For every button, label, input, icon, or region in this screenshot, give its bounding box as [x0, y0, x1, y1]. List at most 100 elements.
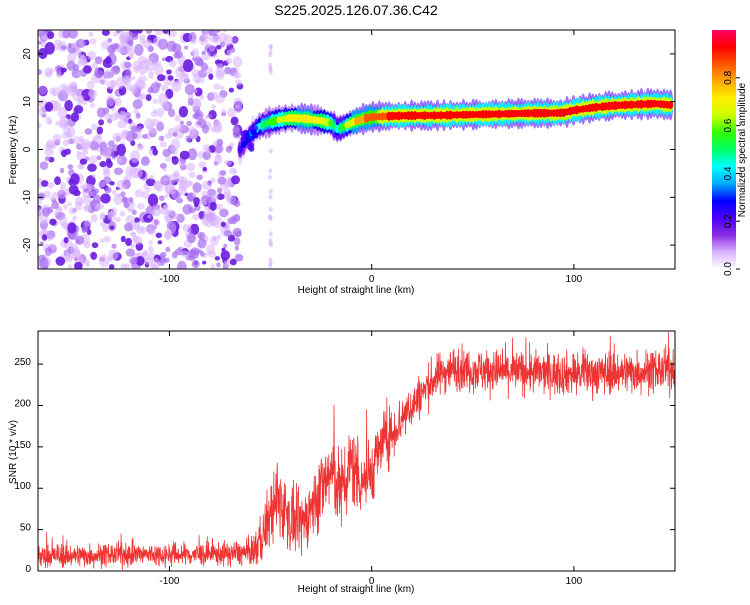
noise-blob: [67, 52, 76, 63]
noise-blob: [220, 221, 226, 227]
noise-blob: [79, 158, 88, 165]
noise-blob: [215, 153, 222, 160]
noise-blob: [113, 167, 124, 175]
noise-blob: [166, 40, 177, 52]
noise-blob: [51, 200, 59, 210]
noise-blob: [83, 65, 92, 74]
colorbar-tick-label: 0.6: [723, 118, 734, 132]
noise-blob: [210, 177, 216, 184]
noise-blob: [145, 62, 156, 72]
noise-blob: [98, 119, 105, 126]
noise-blob: [215, 203, 223, 211]
noise-blob: [141, 133, 148, 140]
noise-blob: [216, 234, 222, 240]
noise-blob: [99, 238, 105, 244]
noise-blob: [134, 189, 144, 198]
noise-blob: [89, 38, 97, 45]
noise-blob: [147, 45, 154, 52]
ridge-cell: [250, 129, 257, 136]
noise-blob: [164, 193, 169, 198]
noise-blob: [198, 118, 207, 129]
noise-blob: [143, 249, 148, 256]
noise-blob: [150, 82, 160, 94]
noise-blob: [147, 214, 152, 219]
noise-blob: [147, 124, 154, 133]
noise-blob: [188, 171, 196, 178]
noise-blob: [184, 83, 195, 95]
noise-blob: [130, 243, 135, 249]
noise-blob: [120, 196, 129, 204]
noise-blob: [194, 203, 199, 208]
noise-blob: [147, 225, 156, 236]
noise-blob: [122, 76, 132, 85]
noise-blob: [235, 79, 242, 86]
noise-blob: [161, 57, 166, 62]
noise-blob: [83, 149, 89, 155]
noise-blob: [146, 187, 152, 192]
noise-blob: [103, 168, 111, 179]
noise-blob: [77, 163, 83, 170]
noise-blob: [268, 168, 273, 174]
noise-blob: [137, 30, 143, 34]
noise-blob: [158, 195, 165, 202]
noise-blob: [233, 213, 241, 222]
noise-blob: [90, 213, 98, 223]
colorbar-label: Normalized spectral amplitude: [737, 82, 748, 217]
noise-blob: [204, 114, 210, 120]
noise-blob: [219, 169, 227, 176]
noise-blob: [210, 264, 216, 269]
noise-blob: [53, 210, 60, 216]
noise-blob: [187, 232, 197, 244]
noise-blob: [170, 138, 181, 150]
noise-blob: [210, 91, 219, 99]
noise-blob: [91, 62, 98, 70]
noise-blob: [98, 204, 105, 210]
noise-blob: [66, 60, 76, 71]
noise-blob: [84, 203, 92, 211]
noise-blob: [46, 70, 53, 77]
noise-blob: [268, 189, 273, 195]
noise-blob: [42, 207, 51, 217]
noise-blob: [222, 30, 228, 33]
noise-blob: [99, 160, 107, 168]
noise-blob: [64, 99, 73, 112]
noise-blob: [133, 217, 141, 224]
noise-blob: [77, 54, 84, 60]
spectrogram-ytick-label: -10: [22, 190, 33, 205]
noise-blob: [129, 149, 140, 163]
noise-blob: [47, 182, 55, 189]
noise-blob: [192, 134, 197, 139]
noise-blob: [116, 157, 123, 164]
noise-blob: [165, 246, 171, 253]
noise-blob: [94, 56, 103, 65]
snr-ticks: -100 0 100 0 50 100 150 200 250: [14, 331, 675, 587]
noise-blob: [38, 69, 43, 76]
noise-blob: [167, 30, 177, 38]
noise-blob: [119, 210, 126, 217]
noise-blob: [211, 104, 216, 110]
noise-blob: [190, 38, 197, 45]
noise-blob: [70, 243, 78, 251]
noise-blob: [106, 95, 115, 107]
noise-blob: [73, 104, 84, 114]
noise-blob: [63, 236, 69, 244]
spectrogram-noise: [38, 30, 274, 269]
noise-blob: [105, 56, 112, 65]
spectrogram-ytick-label: 10: [22, 96, 33, 108]
noise-blob: [64, 148, 71, 155]
noise-blob: [215, 63, 224, 70]
noise-blob: [68, 207, 76, 215]
noise-blob: [147, 193, 159, 207]
snr-ytick-label: 50: [20, 523, 32, 534]
noise-blob: [179, 120, 185, 126]
spectrogram-xtick-label: 0: [369, 274, 375, 285]
noise-blob: [79, 138, 91, 150]
noise-blob: [233, 125, 240, 131]
noise-blob: [112, 132, 123, 143]
noise-blob: [234, 245, 240, 251]
noise-blob: [89, 140, 100, 151]
noise-blob: [193, 197, 201, 206]
noise-blob: [72, 136, 82, 145]
noise-blob: [87, 163, 97, 172]
